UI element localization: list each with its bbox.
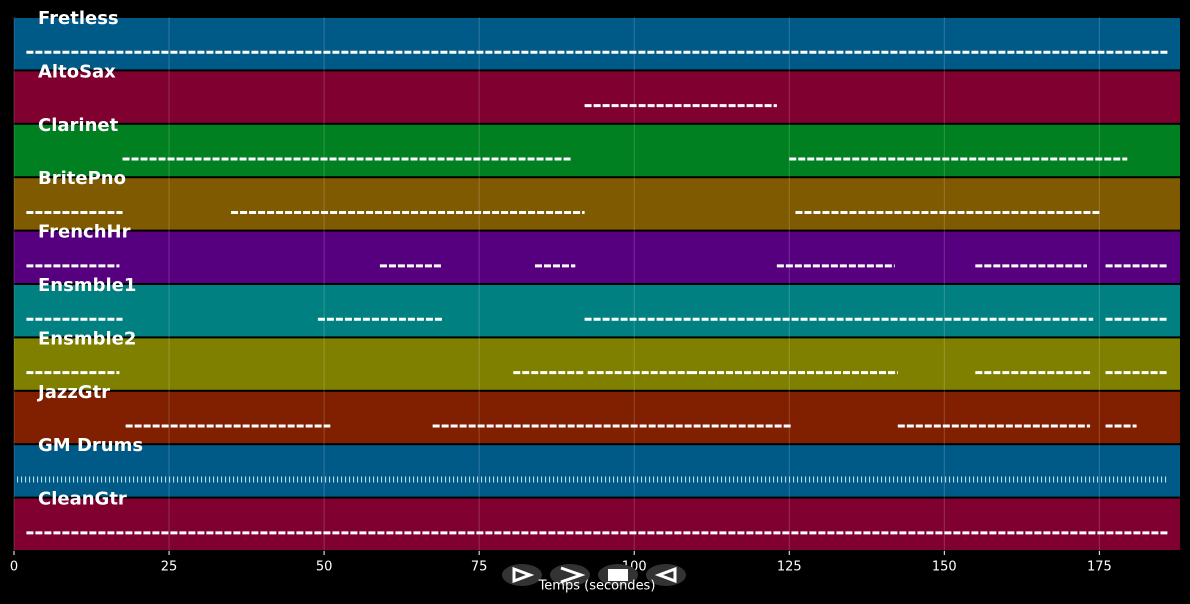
- lane-label: BritePno: [38, 168, 126, 189]
- forward-icon[interactable]: [560, 566, 586, 584]
- lane: [14, 231, 1180, 283]
- lanes: [14, 18, 1180, 550]
- stop-icon[interactable]: [608, 569, 628, 581]
- play-icon[interactable]: [512, 566, 535, 584]
- lane: [14, 391, 1180, 444]
- x-tick-label: 75: [471, 560, 488, 575]
- x-tick-label: 50: [316, 560, 333, 575]
- play-button[interactable]: [502, 564, 542, 586]
- labels: Fretless AltoSax Clarinet BritePno FrenchHr E…: [36, 8, 143, 510]
- x-tick-label: 125: [777, 560, 802, 575]
- forward-button[interactable]: [550, 564, 590, 586]
- lane-label: JazzGtr: [36, 382, 110, 403]
- x-axis: 0 25 50 75 100 125 150 175: [10, 551, 1112, 575]
- lane: [14, 445, 1180, 497]
- lane-label: Fretless: [38, 8, 119, 29]
- lane-label: Ensmble2: [38, 328, 136, 349]
- lane: [14, 18, 1180, 70]
- lane-label: Clarinet: [38, 115, 119, 136]
- lane-label: GM Drums: [38, 435, 143, 456]
- lane: [14, 285, 1180, 337]
- back-button[interactable]: [646, 564, 686, 586]
- button-bg[interactable]: [550, 564, 590, 586]
- x-axis-label: Temps (secondes): [538, 579, 656, 594]
- button-bg[interactable]: [502, 564, 542, 586]
- lane-label: AltoSax: [38, 61, 116, 82]
- lane-label: CleanGtr: [38, 489, 127, 510]
- notes: [17, 50, 1168, 535]
- x-tick-label: 175: [1087, 560, 1112, 575]
- back-icon[interactable]: [654, 566, 677, 584]
- lane: [14, 498, 1180, 550]
- lane: [14, 338, 1180, 390]
- lane-label: FrenchHr: [38, 222, 131, 243]
- x-tick-label: 150: [932, 560, 957, 575]
- stop-button[interactable]: [598, 564, 638, 586]
- playback-controls: [502, 564, 686, 586]
- lane: [14, 124, 1180, 177]
- lane-label: Ensmble1: [38, 275, 136, 296]
- x-tick-label: 25: [161, 560, 178, 575]
- lane: [14, 71, 1180, 123]
- lane: [14, 178, 1180, 230]
- x-tick-label: 0: [10, 560, 18, 575]
